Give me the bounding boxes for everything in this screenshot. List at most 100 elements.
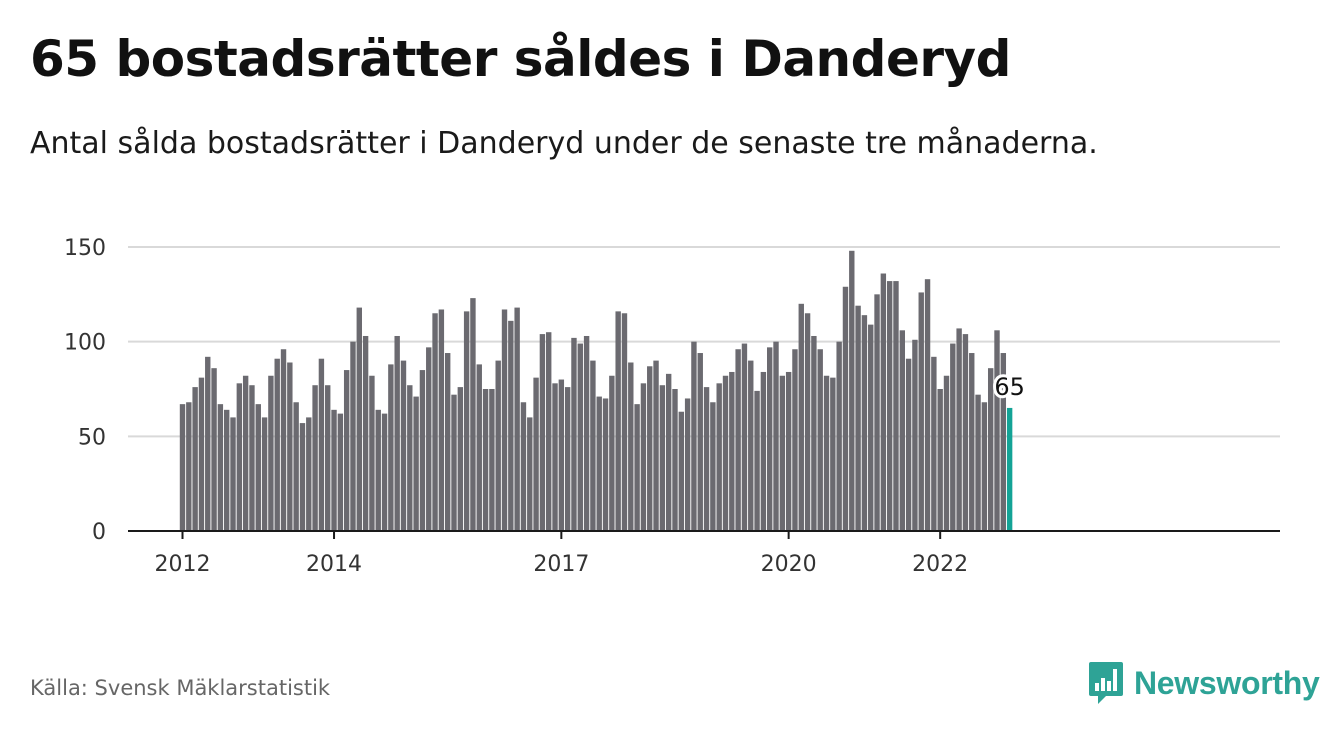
bar bbox=[343, 370, 350, 531]
bar bbox=[615, 311, 621, 531]
bar bbox=[413, 396, 419, 531]
bar bbox=[684, 398, 691, 531]
bar bbox=[261, 417, 268, 531]
bar bbox=[653, 360, 659, 531]
bar bbox=[249, 385, 255, 531]
bar bbox=[703, 387, 710, 531]
bar bbox=[306, 417, 312, 531]
bar-highlight bbox=[1006, 407, 1013, 531]
x-tick-label: 2014 bbox=[306, 552, 362, 577]
y-tick-label: 100 bbox=[64, 331, 106, 356]
bar bbox=[211, 368, 217, 531]
bar bbox=[672, 389, 678, 531]
bar bbox=[987, 368, 994, 531]
bar bbox=[463, 311, 470, 531]
bar bbox=[552, 383, 558, 531]
bar bbox=[748, 360, 754, 531]
bar bbox=[419, 370, 426, 531]
bar bbox=[918, 292, 924, 531]
bar bbox=[678, 411, 685, 531]
bar bbox=[369, 375, 375, 531]
bar bbox=[792, 349, 798, 531]
bar bbox=[527, 417, 533, 531]
x-axis-ticks: 2012 2014 2017 2020 2022 bbox=[155, 531, 968, 577]
bar bbox=[760, 371, 767, 531]
bar bbox=[665, 373, 672, 531]
bar bbox=[855, 305, 861, 531]
brand-name: Newsworthy bbox=[1134, 664, 1320, 701]
bar bbox=[697, 353, 703, 531]
bar bbox=[735, 349, 741, 531]
bar bbox=[325, 385, 331, 531]
bar bbox=[785, 371, 792, 531]
bar bbox=[400, 360, 407, 531]
bar bbox=[539, 334, 546, 531]
bar bbox=[609, 375, 615, 531]
last-value-label: 65 bbox=[994, 373, 1025, 401]
bar bbox=[868, 324, 874, 531]
bar bbox=[590, 360, 596, 531]
bar bbox=[318, 358, 325, 531]
y-tick-label: 50 bbox=[78, 425, 106, 450]
bar bbox=[729, 371, 735, 531]
bar bbox=[823, 375, 830, 531]
source-note: Källa: Svensk Mäklarstatistik bbox=[30, 676, 331, 700]
bar bbox=[489, 389, 495, 531]
bar bbox=[880, 273, 887, 531]
bar bbox=[223, 409, 230, 531]
bar bbox=[830, 377, 836, 531]
bar bbox=[722, 375, 729, 531]
bar bbox=[444, 353, 451, 531]
bar bbox=[362, 335, 369, 531]
bar bbox=[558, 379, 565, 531]
bar bbox=[280, 349, 287, 531]
y-axis-ticks: 0 50 100 150 bbox=[64, 236, 106, 545]
bar bbox=[205, 356, 211, 531]
bar bbox=[899, 330, 905, 531]
bar bbox=[426, 347, 432, 531]
x-tick-label: 2017 bbox=[533, 552, 589, 577]
bar bbox=[438, 309, 445, 531]
bar bbox=[602, 398, 609, 531]
bar bbox=[912, 339, 918, 531]
bar bbox=[356, 307, 362, 531]
bar bbox=[741, 343, 748, 531]
bar bbox=[596, 396, 602, 531]
bar bbox=[621, 313, 628, 531]
bar bbox=[381, 413, 388, 531]
bars bbox=[179, 250, 1013, 531]
bar bbox=[773, 341, 779, 531]
bar bbox=[943, 375, 950, 531]
bar bbox=[981, 402, 988, 531]
bar bbox=[457, 387, 464, 531]
bar bbox=[950, 343, 956, 531]
bar bbox=[337, 413, 344, 531]
bar bbox=[886, 281, 893, 531]
bar bbox=[546, 332, 552, 531]
bar bbox=[861, 315, 868, 531]
bar bbox=[804, 313, 811, 531]
bar bbox=[849, 250, 855, 531]
bar bbox=[470, 298, 476, 531]
bar bbox=[924, 279, 931, 531]
x-tick-label: 2012 bbox=[155, 552, 211, 577]
brand-logo[interactable]: Newsworthy bbox=[1088, 660, 1320, 706]
bar bbox=[798, 303, 804, 531]
bar bbox=[710, 402, 716, 531]
bar bbox=[628, 362, 634, 531]
bar bbox=[312, 385, 318, 531]
bar bbox=[905, 358, 912, 531]
bar bbox=[647, 366, 653, 531]
bar bbox=[842, 286, 849, 531]
bar bbox=[1000, 353, 1007, 531]
bar bbox=[236, 383, 243, 531]
bar bbox=[520, 402, 527, 531]
bar bbox=[893, 281, 899, 531]
y-tick-label: 150 bbox=[64, 236, 106, 261]
chart-title: 65 bostadsrätter såldes i Danderyd bbox=[30, 30, 1011, 88]
bar bbox=[255, 404, 261, 531]
bar bbox=[836, 341, 842, 531]
x-tick-label: 2020 bbox=[761, 552, 817, 577]
bar bbox=[299, 423, 306, 531]
y-tick-label: 0 bbox=[92, 520, 106, 545]
